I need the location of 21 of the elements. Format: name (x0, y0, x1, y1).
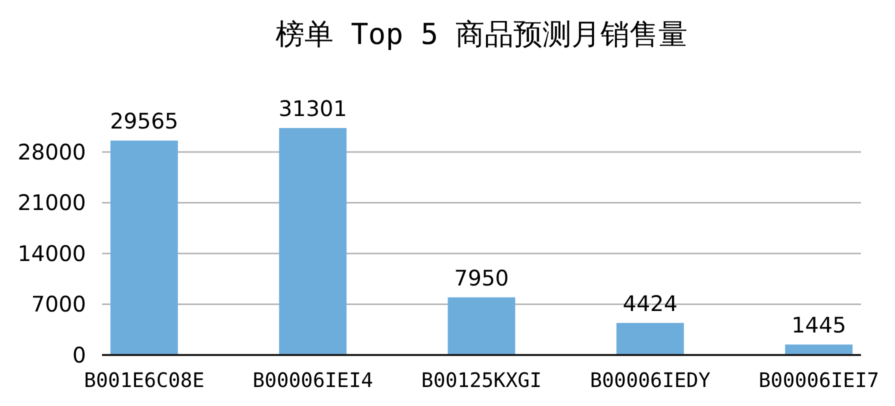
chart-title: 榜单 Top 5 商品预测月销售量 (275, 17, 688, 51)
bar (279, 128, 347, 355)
x-tick-label: B00006IEI4 (252, 368, 374, 392)
data-label: 7950 (454, 266, 509, 292)
x-tick-label: B00125KXGI (421, 368, 542, 392)
bar (785, 344, 853, 355)
y-tick-label: 7000 (31, 292, 86, 318)
data-label: 29565 (110, 110, 178, 135)
y-tick-label: 0 (72, 344, 86, 368)
bar (448, 297, 516, 355)
data-label: 1445 (791, 314, 846, 339)
y-tick-label: 21000 (18, 191, 86, 216)
data-label: 31301 (278, 97, 348, 122)
y-tick-label: 28000 (18, 140, 86, 166)
x-tick-label: B00006IEI7 (758, 368, 880, 392)
x-tick-label: B00006IEDY (590, 368, 710, 392)
x-tick-label: B001E6C08E (84, 368, 204, 392)
data-label: 4424 (622, 292, 678, 317)
bar (110, 140, 178, 355)
bar (616, 322, 684, 355)
y-tick-label: 14000 (18, 242, 86, 267)
